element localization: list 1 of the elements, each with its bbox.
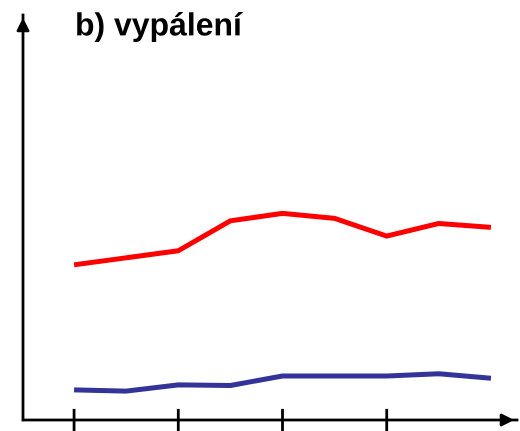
chart-title: b) vypálení bbox=[77, 12, 243, 42]
